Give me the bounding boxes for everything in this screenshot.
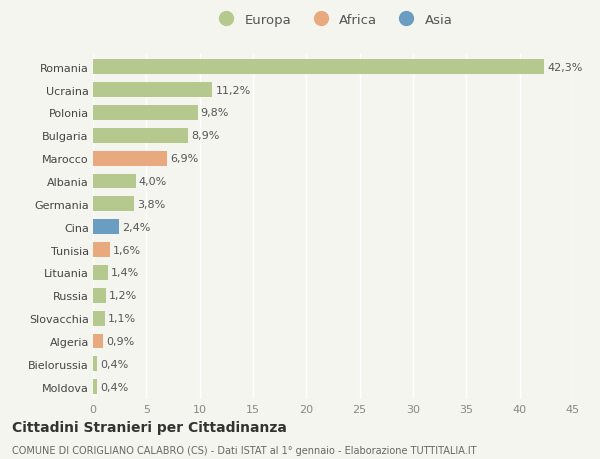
Text: 1,6%: 1,6% <box>113 245 142 255</box>
Text: 0,9%: 0,9% <box>106 336 134 346</box>
Text: 9,8%: 9,8% <box>201 108 229 118</box>
Text: 11,2%: 11,2% <box>215 85 251 95</box>
Bar <box>93 334 103 348</box>
Text: 0,4%: 0,4% <box>100 382 129 392</box>
Bar <box>93 174 136 189</box>
Text: 42,3%: 42,3% <box>547 62 583 73</box>
Text: 0,4%: 0,4% <box>100 359 129 369</box>
Text: 6,9%: 6,9% <box>170 154 198 164</box>
Text: Cittadini Stranieri per Cittadinanza: Cittadini Stranieri per Cittadinanza <box>12 420 287 434</box>
Bar <box>93 197 134 212</box>
Bar <box>93 265 108 280</box>
Bar <box>93 60 544 75</box>
Bar <box>93 220 119 235</box>
Text: 4,0%: 4,0% <box>139 177 167 187</box>
Bar <box>93 151 167 166</box>
Text: 1,2%: 1,2% <box>109 291 137 301</box>
Bar <box>93 83 212 98</box>
Text: COMUNE DI CORIGLIANO CALABRO (CS) - Dati ISTAT al 1° gennaio - Elaborazione TUTT: COMUNE DI CORIGLIANO CALABRO (CS) - Dati… <box>12 445 476 455</box>
Legend: Europa, Africa, Asia: Europa, Africa, Asia <box>208 8 458 32</box>
Bar <box>93 311 105 326</box>
Bar <box>93 288 106 303</box>
Text: 1,4%: 1,4% <box>111 268 139 278</box>
Text: 8,9%: 8,9% <box>191 131 220 141</box>
Bar <box>93 357 97 371</box>
Bar <box>93 243 110 257</box>
Text: 1,1%: 1,1% <box>108 313 136 324</box>
Text: 3,8%: 3,8% <box>137 199 165 209</box>
Bar <box>93 129 188 143</box>
Text: 2,4%: 2,4% <box>122 222 150 232</box>
Bar <box>93 106 197 121</box>
Bar <box>93 380 97 394</box>
